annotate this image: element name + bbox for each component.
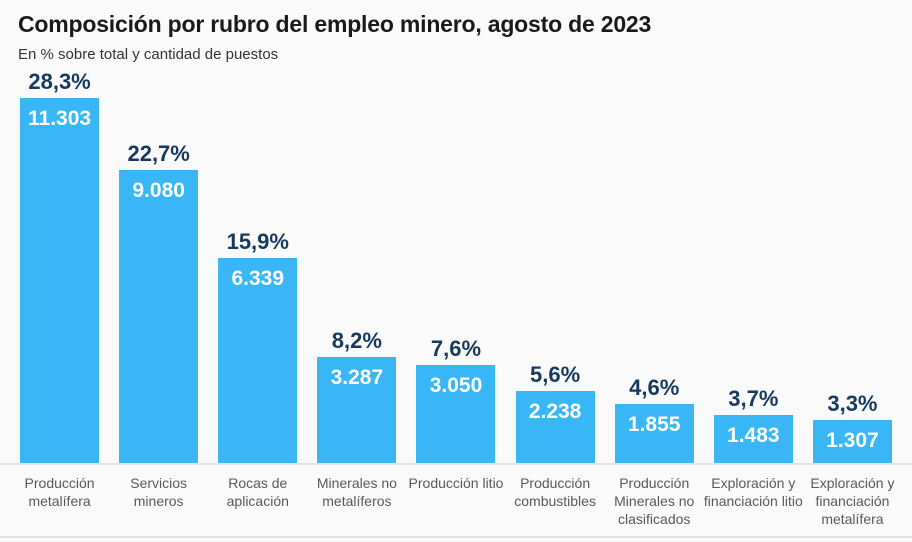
bars-row: 28,3% 11.303 22,7% 9.080 15,9% 6.339 8,2% 3.287…: [0, 64, 912, 465]
bar-value-label: 2.238: [528, 400, 582, 423]
category-label-text: Exploración y financiación litio: [703, 475, 803, 509]
bar-value-label: 1.855: [627, 413, 681, 436]
category-label: Producción litio: [406, 474, 505, 542]
category-label-text: Rocas de aplicación: [226, 475, 289, 509]
bar: 6.339: [218, 258, 298, 463]
bar: 3.287: [317, 357, 397, 463]
bar-column: 5,6% 2.238: [506, 362, 605, 463]
bar: 11.303: [20, 98, 100, 463]
chart-subtitle: En % sobre total y cantidad de puestos: [18, 46, 279, 63]
category-label: Exploración y financiación litio: [704, 474, 803, 542]
bar-percentage-label: 7,6%: [430, 336, 482, 361]
category-labels-row: Producción metalífera Servicios mineros Ro…: [0, 465, 912, 542]
bar-column: 4,6% 1.855: [605, 375, 704, 463]
bar-value-label: 3.287: [330, 366, 384, 389]
bar-percentage-label: 8,2%: [331, 328, 382, 353]
chart-header: Composición por rubro del empleo minero,…: [0, 0, 912, 64]
bar-percentage-label: 22,7%: [127, 141, 190, 166]
category-label: Producción Minerales no clasificados: [605, 474, 704, 542]
bar-value-label: 6.339: [231, 267, 285, 290]
bar: 9.080: [119, 170, 199, 463]
category-label: Servicios mineros: [109, 474, 208, 542]
bar-percentage-label: 28,3%: [28, 69, 91, 94]
footer-divider: [0, 536, 912, 538]
bar-value-label: 3.050: [429, 374, 483, 397]
bar-value-label: 9.080: [132, 179, 185, 202]
bar-percentage-label: 3,3%: [827, 391, 878, 416]
bar-column: 22,7% 9.080: [109, 141, 208, 463]
category-label-text: Exploración y financiación metalífera: [810, 475, 895, 527]
category-label: Exploración y financiación metalífera: [803, 474, 902, 542]
bar-percentage-label: 15,9%: [226, 229, 289, 254]
bar-column: 28,3% 11.303: [10, 69, 109, 463]
category-label-text: Producción metalífera: [24, 475, 95, 509]
bar-value-label: 1.483: [727, 424, 780, 447]
bar-percentage-label: 5,6%: [530, 362, 581, 387]
bar-percentage-label: 3,7%: [728, 386, 779, 411]
category-label-text: Producción Minerales no clasificados: [614, 475, 695, 527]
category-label-text: Producción combustibles: [514, 475, 596, 509]
bar-column: 15,9% 6.339: [208, 229, 307, 463]
bar: 3.050: [416, 365, 496, 463]
bar: 1.855: [614, 404, 694, 463]
bar-percentage-label: 4,6%: [629, 375, 680, 400]
category-label-text: Producción litio: [408, 475, 504, 491]
bar-column: 3,7% 1.483: [704, 386, 803, 463]
category-label: Producción combustibles: [506, 474, 605, 542]
bar-value-label: 11.303: [28, 107, 92, 130]
bar-value-label: 1.307: [826, 429, 879, 452]
bar-column: 8,2% 3.287: [307, 328, 406, 463]
category-label-text: Servicios mineros: [130, 475, 188, 509]
bar: 1.483: [713, 415, 793, 463]
category-label: Producción metalífera: [10, 474, 109, 542]
bar: 1.307: [812, 420, 892, 463]
bar: 2.238: [515, 391, 595, 463]
category-label: Rocas de aplicación: [208, 474, 307, 542]
chart-title: Composición por rubro del empleo minero,…: [18, 11, 652, 37]
bar-column: 7,6% 3.050: [406, 336, 505, 463]
category-label-text: Minerales no metalíferos: [316, 475, 397, 509]
category-label: Minerales no metalíferos: [307, 474, 406, 542]
bar-column: 3,3% 1.307: [803, 391, 902, 463]
